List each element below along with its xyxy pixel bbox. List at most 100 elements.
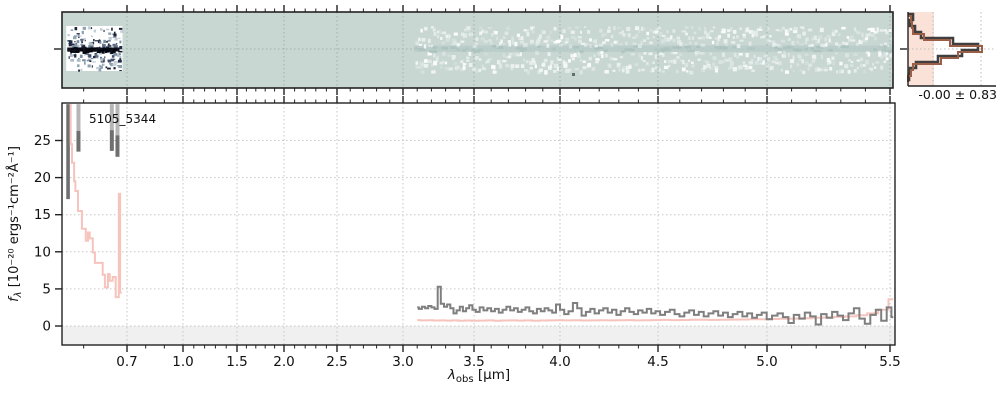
noise-speck bbox=[75, 43, 77, 45]
noise-speck bbox=[654, 66, 658, 70]
noise-speck bbox=[433, 53, 436, 58]
noise-speck bbox=[516, 46, 523, 50]
noise-speck bbox=[420, 63, 425, 67]
noise-speck bbox=[523, 68, 528, 72]
noise-speck bbox=[464, 28, 467, 32]
noise-speck bbox=[466, 59, 470, 62]
noise-speck bbox=[436, 55, 440, 59]
noise-speck bbox=[95, 55, 99, 57]
noise-speck bbox=[717, 61, 722, 65]
noise-speck bbox=[531, 58, 535, 62]
noise-speck bbox=[553, 41, 558, 44]
noise-speck bbox=[777, 44, 782, 48]
noise-speck bbox=[878, 30, 881, 33]
noise-speck bbox=[88, 54, 92, 58]
noise-speck bbox=[112, 36, 117, 38]
noise-speck bbox=[94, 54, 97, 57]
noise-speck bbox=[439, 61, 444, 65]
noise-bar-light bbox=[109, 104, 114, 131]
noise-speck bbox=[695, 53, 698, 57]
noise-speck bbox=[705, 34, 710, 39]
noise-speck bbox=[441, 31, 447, 35]
noise-speck bbox=[681, 60, 685, 65]
noise-speck bbox=[709, 30, 714, 33]
noise-speck bbox=[819, 68, 823, 72]
noise-speck bbox=[74, 41, 76, 43]
noise-speck bbox=[841, 26, 846, 30]
noise-speck bbox=[868, 67, 874, 70]
noise-speck bbox=[101, 51, 105, 54]
noise-speck bbox=[873, 66, 877, 69]
noise-speck bbox=[727, 29, 731, 33]
noise-speck bbox=[689, 70, 694, 75]
noise-speck bbox=[102, 63, 104, 66]
noise-speck bbox=[802, 26, 805, 30]
noise-speck bbox=[754, 60, 759, 65]
noise-bar-dark bbox=[76, 130, 81, 152]
noise-speck bbox=[888, 49, 893, 53]
noise-speck bbox=[421, 38, 426, 42]
noise-speck bbox=[445, 34, 449, 38]
noise-speck bbox=[578, 39, 582, 44]
noise-speck bbox=[628, 65, 632, 69]
noise-speck bbox=[604, 69, 609, 74]
noise-speck bbox=[98, 68, 102, 72]
x-axis-label: λobs [μm] bbox=[447, 367, 510, 385]
noise-speck bbox=[627, 33, 631, 38]
noise-speck bbox=[630, 48, 635, 52]
noise-speck bbox=[870, 69, 873, 72]
noise-speck bbox=[802, 70, 806, 75]
noise-speck bbox=[107, 43, 110, 46]
noise-speck bbox=[847, 70, 851, 74]
noise-speck bbox=[516, 33, 521, 37]
noise-speck bbox=[440, 66, 443, 69]
noise-speck bbox=[686, 70, 689, 73]
noise-speck bbox=[460, 60, 464, 64]
noise-speck bbox=[71, 44, 76, 48]
noise-speck bbox=[486, 59, 490, 64]
noise-speck bbox=[492, 45, 497, 48]
noise-speck bbox=[854, 29, 858, 32]
noise-speck bbox=[799, 68, 803, 73]
noise-speck bbox=[74, 35, 78, 37]
noise-speck bbox=[462, 63, 467, 66]
noise-speck bbox=[642, 27, 646, 31]
x-tick-label: 5.0 bbox=[756, 354, 777, 370]
noise-speck bbox=[572, 73, 575, 76]
noise-speck bbox=[618, 31, 623, 35]
noise-speck bbox=[481, 64, 485, 68]
noise-speck bbox=[797, 54, 802, 58]
noise-speck bbox=[890, 53, 893, 57]
noise-speck bbox=[76, 44, 80, 48]
noise-speck bbox=[796, 62, 800, 67]
noise-speck bbox=[530, 39, 534, 44]
noise-speck bbox=[594, 44, 599, 48]
noise-speck bbox=[597, 46, 604, 50]
noise-speck bbox=[889, 36, 893, 41]
noise-speck bbox=[613, 26, 616, 31]
spec2d-border bbox=[61, 11, 894, 89]
noise-speck bbox=[668, 64, 671, 67]
noise-speck bbox=[543, 58, 548, 63]
y-tick-label: 5 bbox=[42, 281, 51, 297]
noise-speck bbox=[792, 30, 798, 34]
noise-speck bbox=[712, 56, 717, 61]
noise-speck bbox=[563, 64, 568, 68]
noise-speck bbox=[834, 42, 839, 46]
noise-speck bbox=[688, 41, 692, 45]
noise-speck bbox=[850, 60, 854, 64]
noise-speck bbox=[712, 26, 716, 29]
residual-stat-label: -0.00 ± 0.83 bbox=[918, 87, 997, 102]
noise-speck bbox=[466, 26, 471, 31]
noise-speck bbox=[697, 37, 702, 40]
noise-speck bbox=[882, 48, 886, 52]
noise-speck bbox=[552, 47, 556, 51]
noise-speck bbox=[562, 41, 567, 45]
noise-speck bbox=[112, 63, 117, 66]
noise-speck bbox=[553, 63, 559, 69]
x-axis-label-units: [μm] bbox=[474, 367, 511, 383]
noise-speck bbox=[760, 36, 764, 39]
noise-speck bbox=[801, 59, 805, 64]
noise-speck bbox=[87, 64, 91, 68]
noise-speck bbox=[748, 65, 753, 70]
